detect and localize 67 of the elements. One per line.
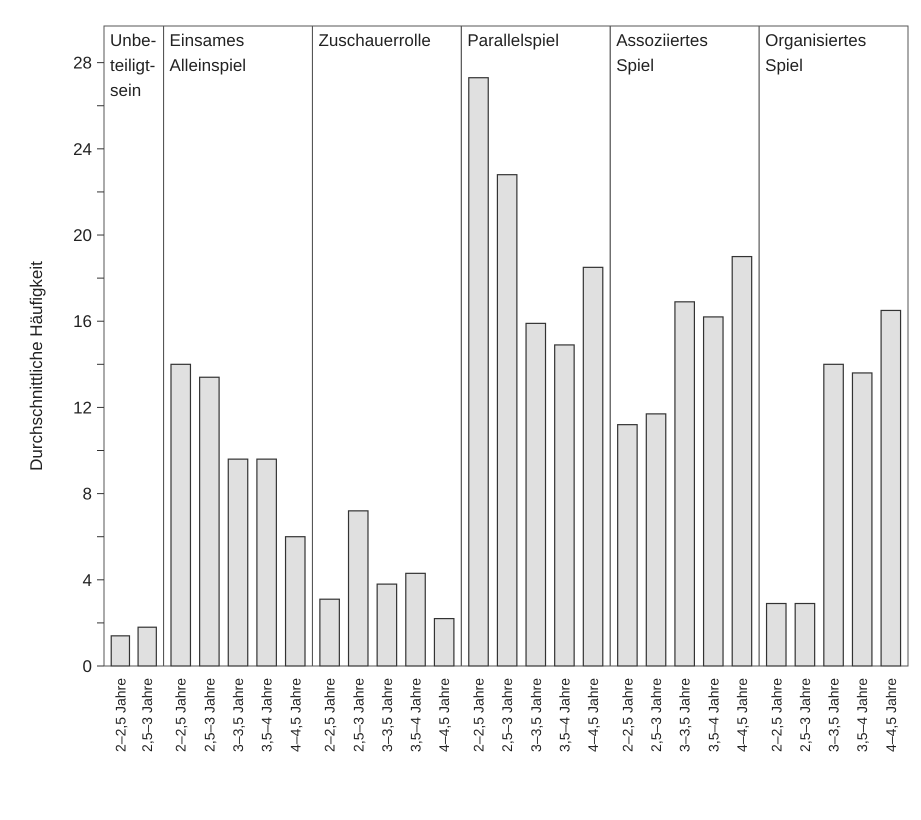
bar — [199, 376, 220, 667]
bar — [376, 584, 398, 667]
bar — [228, 458, 248, 667]
x-tick-label: 3,5–4 Jahre — [258, 678, 275, 752]
text: Organisiertes Spiel — [765, 31, 866, 75]
x-tick-label: 2,5–3 Jahre — [499, 678, 516, 752]
bar — [702, 316, 724, 667]
y-tick-label: 8 — [82, 484, 92, 504]
bar — [582, 266, 604, 667]
bar — [496, 174, 518, 667]
bar — [617, 424, 638, 667]
x-tick-label: 4–4,5 Jahre — [734, 678, 750, 752]
y-tick-label: 0 — [82, 656, 92, 676]
bar — [319, 598, 340, 667]
y-tick-label: 24 — [73, 140, 92, 159]
y-tick-label: 28 — [73, 54, 92, 73]
x-tick-label: 2–2,5 Jahre — [172, 678, 189, 752]
bar — [434, 618, 454, 667]
x-tick-label: 3–3,5 Jahre — [230, 678, 246, 752]
chart-title: Zuschauerrolle — [318, 31, 431, 50]
chart-title: Parallelspiel — [467, 31, 560, 50]
y-tick-label: 16 — [73, 312, 92, 332]
bar — [794, 602, 816, 667]
x-tick-label: 2–2,5 Jahre — [112, 678, 128, 752]
text: Unbe- teiligt- sein — [110, 31, 156, 100]
x-tick-label: 3,5–4 Jahre — [408, 678, 424, 752]
bar — [468, 77, 489, 667]
x-tick-label: 4–4,5 Jahre — [882, 678, 899, 752]
bar — [823, 364, 844, 667]
bar — [554, 344, 575, 667]
x-tick-label: 3–3,5 Jahre — [676, 678, 693, 752]
x-tick-label: 3,5–4 Jahre — [854, 678, 870, 752]
x-tick-label: 3–3,5 Jahre — [378, 678, 395, 752]
x-tick-label: 2–2,5 Jahre — [619, 678, 636, 752]
bar — [646, 413, 666, 667]
y-tick-label: 12 — [73, 398, 92, 418]
x-tick-label: 2,5–3 Jahre — [139, 678, 156, 752]
bar — [852, 372, 873, 667]
x-tick-label: 2,5–3 Jahre — [201, 678, 218, 752]
x-tick-label: 4–4,5 Jahre — [436, 678, 452, 752]
bar — [170, 364, 192, 667]
x-tick-label: 2,5–3 Jahre — [796, 678, 813, 752]
text: Assoziiertes Spiel — [616, 31, 708, 75]
x-tick-label: 3,5–4 Jahre — [556, 678, 572, 752]
y-tick-label: 4 — [82, 570, 92, 590]
bar — [732, 256, 752, 667]
x-tick-label: 4–4,5 Jahre — [585, 678, 602, 752]
bar — [880, 310, 902, 667]
y-axis-title: Durchschnittliche Häufigkeit — [27, 260, 46, 471]
bar — [256, 458, 277, 667]
x-tick-label: 2–2,5 Jahre — [470, 678, 487, 752]
bar — [284, 536, 306, 667]
y-tick-label: 20 — [73, 226, 92, 245]
x-tick-label: 2–2,5 Jahre — [322, 678, 338, 752]
x-tick-label: 3–3,5 Jahre — [528, 678, 544, 752]
x-tick-label: 2,5–3 Jahre — [648, 678, 664, 752]
bar — [674, 301, 695, 667]
bar — [348, 510, 369, 667]
bar — [525, 322, 546, 667]
x-tick-label: 4–4,5 Jahre — [287, 678, 304, 752]
bar — [405, 572, 426, 667]
x-tick-label: 2,5–3 Jahre — [350, 678, 366, 752]
text: Einsames Alleinspiel — [170, 31, 246, 75]
bar — [766, 602, 787, 667]
x-tick-label: 2–2,5 Jahre — [768, 678, 784, 752]
x-tick-label: 3–3,5 Jahre — [826, 678, 842, 752]
x-tick-label: 3,5–4 Jahre — [705, 678, 722, 752]
